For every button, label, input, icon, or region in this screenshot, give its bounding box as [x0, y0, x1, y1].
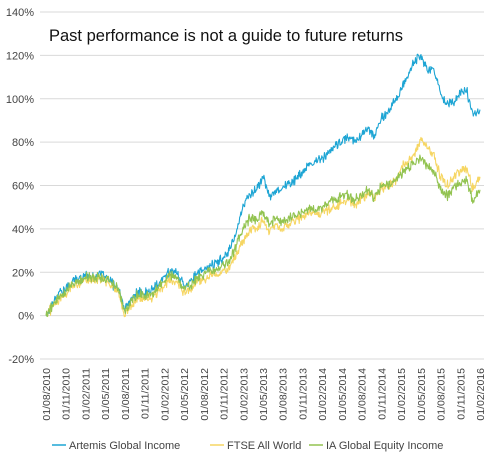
y-tick-label: 120%: [6, 50, 34, 62]
x-tick-label: 01/11/2013: [297, 368, 309, 420]
series-line-ia-global-equity-income: [45, 154, 481, 318]
legend-label: FTSE All World: [227, 440, 301, 452]
x-tick-label: 01/02/2016: [475, 368, 487, 421]
x-tick-label: 01/08/2010: [41, 368, 53, 421]
legend-label: Artemis Global Income: [69, 440, 180, 452]
x-tick-label: 01/05/2014: [337, 368, 349, 421]
x-tick-label: 01/02/2013: [238, 368, 250, 421]
x-axis-ticks: 01/08/2010 01/11/2010 01/02/2011 01/05/2011…: [41, 368, 487, 421]
x-tick-label: 01/11/2010: [61, 368, 73, 420]
x-tick-label: 01/02/2011: [80, 368, 92, 420]
x-tick-label: 01/08/2012: [199, 368, 211, 421]
y-tick-label: 140%: [6, 7, 34, 19]
y-tick-label: 60%: [12, 181, 34, 193]
y-tick-label: 80%: [12, 137, 34, 149]
x-tick-label: 01/08/2014: [357, 368, 369, 421]
series-line-ftse-all-world: [45, 136, 481, 318]
x-tick-label: 01/05/2015: [416, 368, 428, 421]
y-tick-label: -20%: [8, 354, 34, 366]
x-tick-label: 01/08/2015: [436, 368, 448, 421]
x-tick-label: 01/05/2013: [258, 368, 270, 421]
x-tick-label: 01/11/2014: [376, 368, 388, 420]
chart-title: Past performance is not a guide to futur…: [49, 27, 403, 45]
x-tick-label: 01/08/2011: [120, 368, 132, 420]
legend-label: IA Global Equity Income: [326, 440, 443, 452]
y-tick-label: 100%: [6, 94, 34, 106]
x-tick-label: 01/02/2015: [396, 368, 408, 421]
x-tick-label: 01/11/2015: [455, 368, 467, 420]
gridlines: [40, 11, 484, 360]
y-tick-label: 40%: [12, 224, 34, 236]
x-tick-label: 01/02/2014: [317, 368, 329, 421]
x-tick-label: 01/08/2013: [278, 368, 290, 421]
series-lines: [45, 53, 481, 318]
legend: Artemis Global Income FTSE All World IA Gl…: [52, 440, 443, 452]
series-line-artemis-global-income: [45, 53, 481, 317]
x-tick-label: 01/05/2012: [179, 368, 191, 421]
y-tick-label: 0%: [18, 311, 34, 323]
x-tick-label: 01/02/2012: [159, 368, 171, 421]
y-axis-ticks: -20% 0% 20% 40% 60% 80% 100% 120% 140%: [6, 7, 34, 366]
x-tick-label: 01/05/2011: [100, 368, 112, 420]
y-tick-label: 20%: [12, 267, 34, 279]
x-tick-label: 01/11/2011: [140, 368, 152, 419]
x-tick-label: 01/11/2012: [219, 368, 231, 420]
